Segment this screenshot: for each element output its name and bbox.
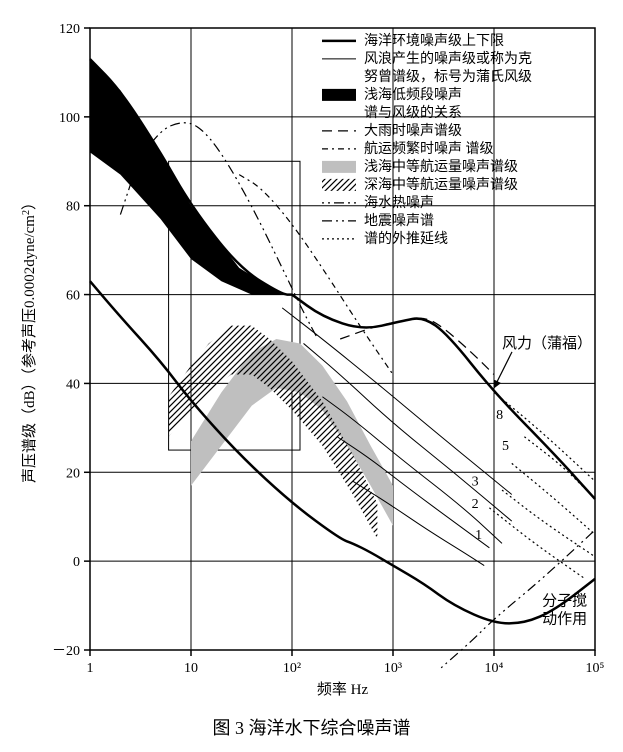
legend-label: 航运频繁时噪声 谱级 [364,141,494,157]
x-tick-label: 10² [283,661,301,676]
y-tick-label: 100 [59,111,80,126]
legend-label: 浅海中等航运量噪声谱级 [364,158,518,175]
y-tick-label: 20 [66,466,80,481]
figure-caption: 图 3 海洋水下综合噪声谱 [213,718,411,738]
legend-label: 海水热噪声 [364,195,434,211]
x-tick-label: 10³ [384,661,402,676]
x-axis-title: 频率 Hz [317,681,369,698]
wind-label-2: 2 [472,497,479,512]
legend-swatch [322,161,356,173]
x-tick-label: 10⁴ [485,661,504,676]
legend-label: 谱的外推延线 [364,231,448,247]
y-tick-label: 60 [66,289,80,304]
molecular-label-1: 分子搅 [542,593,587,610]
legend-label: 浅海低频段噪声 [364,87,462,103]
legend-label: 深海中等航运量噪声谱级 [364,176,518,193]
y-tick-label: －20 [52,644,80,659]
beaufort-label: 风力（蒲福） [502,335,592,352]
chart-container: 8 5 3 2 1 1 10 10² 10³ 10⁴ 10⁵ －20 0 20 40 60 80 100 120 频率… [0,0,623,752]
wind-label-3: 3 [472,475,479,490]
legend-label: 海洋环境噪声级上下限 [364,33,504,49]
y-tick-label: 40 [66,377,80,392]
chart-svg: 8 5 3 2 1 1 10 10² 10³ 10⁴ 10⁵ －20 0 20 40 60 80 100 120 频率… [0,0,623,752]
wind-label-1: 1 [475,528,482,543]
legend-label: 地震噪声谱 [364,213,434,229]
legend-label: 谱与风级的关系 [364,105,462,121]
wind-label-5: 5 [502,439,509,454]
wind-label-8: 8 [496,408,503,423]
y-tick-label: 120 [59,22,80,37]
legend-swatch [322,89,356,101]
y-tick-label: 0 [73,555,80,570]
y-tick-label: 80 [66,200,80,215]
x-tick-label: 10⁵ [586,661,605,676]
legend-label: 努曾谱级，标号为蒲氏风级 [364,69,532,85]
y-axis-title: 声压谱级（dB）（参考声压0.0002dyne/cm2） [20,195,38,483]
x-tick-label: 1 [87,661,94,676]
molecular-label-2: 动作用 [542,611,587,628]
x-tick-label: 10 [184,661,198,676]
legend-label: 大雨时噪声谱级 [364,123,462,139]
legend-label: 风浪产生的噪声级或称为克 [364,51,532,67]
legend-swatch [322,179,356,191]
